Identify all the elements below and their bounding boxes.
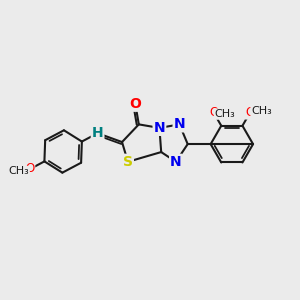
Text: O: O [129, 97, 141, 111]
Text: CH₃: CH₃ [8, 166, 29, 176]
Text: N: N [170, 155, 182, 169]
Text: N: N [154, 121, 165, 135]
Text: CH₃: CH₃ [214, 109, 235, 119]
Text: CH₃: CH₃ [251, 106, 272, 116]
Text: O: O [245, 106, 255, 119]
Text: O: O [26, 163, 35, 176]
Text: O: O [209, 106, 218, 119]
Text: S: S [123, 155, 133, 169]
Text: N: N [174, 117, 185, 131]
Text: H: H [92, 126, 103, 140]
